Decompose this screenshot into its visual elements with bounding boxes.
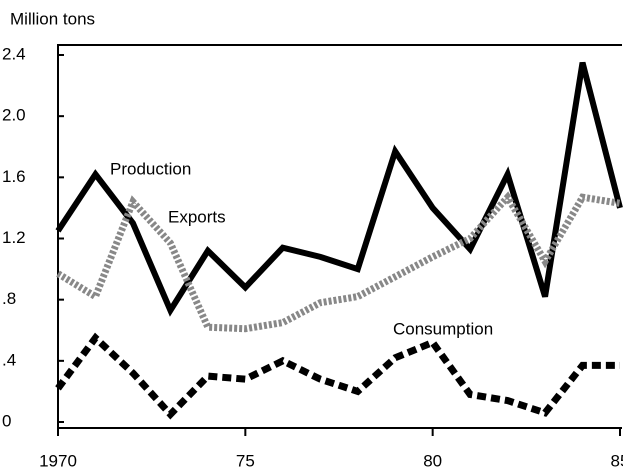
series-line — [55, 61, 623, 317]
series-label: Production — [110, 159, 191, 178]
x-tick-label: 1970 — [39, 451, 77, 470]
y-axis-label: Million tons — [10, 9, 95, 28]
x-tick-label: 80 — [423, 451, 442, 470]
y-tick-label: 2.4 — [2, 44, 26, 63]
series-line — [55, 332, 620, 420]
plot-frame — [57, 44, 622, 429]
y-tick-label: 2.0 — [2, 106, 26, 125]
y-tick-label: 1.6 — [2, 167, 26, 186]
x-tick-label: 85 — [611, 451, 623, 470]
y-tick-label: .8 — [2, 289, 16, 308]
series-label: Exports — [168, 207, 226, 226]
y-tick-label: 0 — [2, 411, 11, 430]
series-line — [56, 191, 621, 333]
y-tick-label: 1.2 — [2, 228, 26, 247]
series-label: Consumption — [393, 319, 493, 338]
y-tick-label: .4 — [2, 350, 16, 369]
x-tick-label: 75 — [236, 451, 255, 470]
